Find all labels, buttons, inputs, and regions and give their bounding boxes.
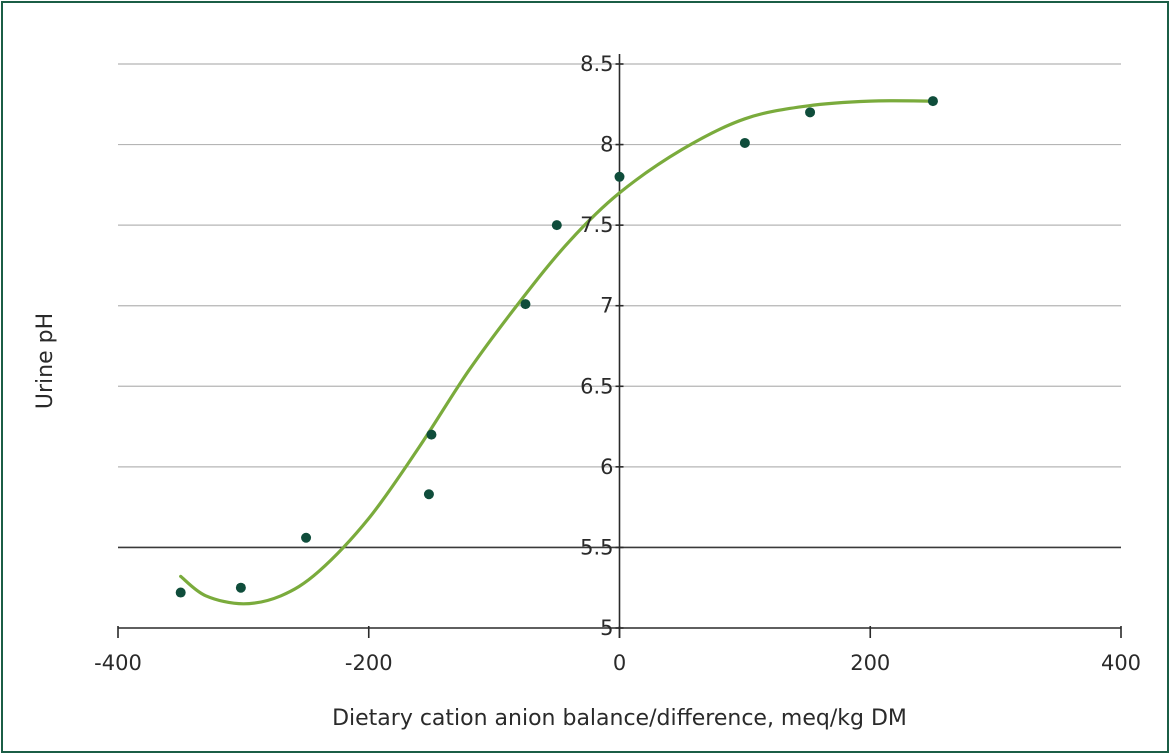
fitted-curve-line bbox=[179, 99, 935, 606]
x-tick-label: -400 bbox=[94, 651, 142, 675]
x-tick-label: 400 bbox=[1101, 651, 1141, 675]
data-point bbox=[927, 96, 938, 107]
fitted-curve-layer bbox=[179, 99, 935, 606]
data-point bbox=[520, 299, 531, 310]
y-tick-label: 7 bbox=[600, 294, 613, 318]
data-point bbox=[739, 137, 750, 148]
tick-labels: -400 -200 0 200 400 5 5.5 6 6.5 7 7.5 8 8.5 bbox=[94, 52, 1141, 675]
data-point bbox=[426, 429, 437, 440]
y-tick-label: 6 bbox=[600, 455, 613, 479]
data-point bbox=[423, 489, 434, 500]
y-tick-label: 5 bbox=[600, 616, 613, 640]
data-point bbox=[805, 107, 816, 118]
data-point bbox=[235, 582, 246, 593]
data-point bbox=[301, 532, 312, 543]
y-tick-label: 6.5 bbox=[580, 374, 613, 398]
data-point bbox=[551, 220, 562, 231]
x-tick-label: -200 bbox=[345, 651, 393, 675]
x-tick-label: 200 bbox=[850, 651, 890, 675]
y-tick-label: 8.5 bbox=[580, 52, 613, 76]
x-tick-label: 0 bbox=[613, 651, 626, 675]
y-tick-label: 5.5 bbox=[580, 535, 613, 559]
urine-ph-chart: -400 -200 0 200 400 5 5.5 6 6.5 7 7.5 8 8.5 Dietary … bbox=[33, 52, 1141, 731]
data-point bbox=[614, 171, 625, 182]
data-point bbox=[175, 587, 186, 598]
data-points-layer bbox=[175, 96, 938, 598]
axes bbox=[117, 54, 1122, 638]
y-tick-label: 8 bbox=[600, 133, 613, 157]
y-axis-title: Urine pH bbox=[33, 313, 58, 409]
y-tick-label: 7.5 bbox=[580, 213, 613, 237]
x-axis-title: Dietary cation anion balance/difference,… bbox=[332, 706, 907, 731]
